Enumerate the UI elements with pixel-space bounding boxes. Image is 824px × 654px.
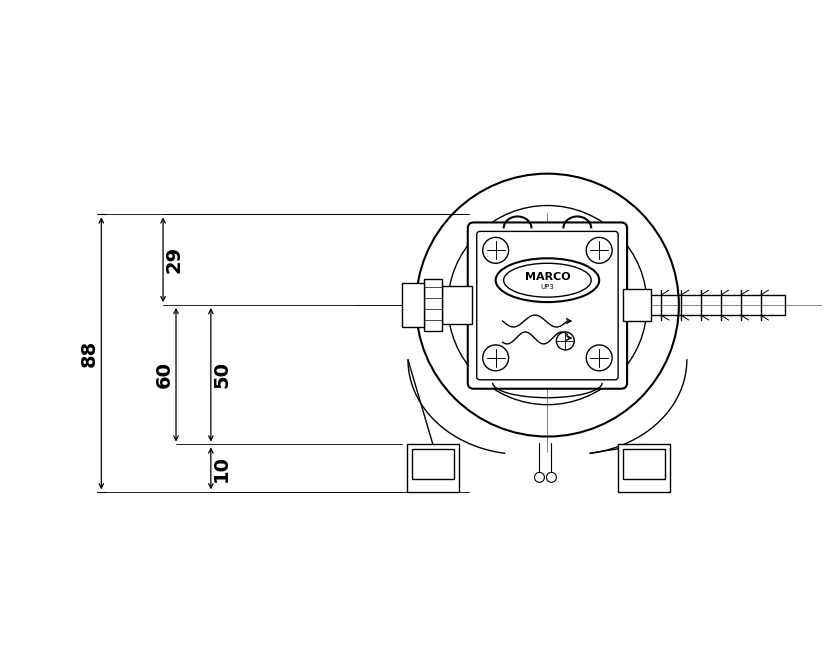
Text: 50: 50 (213, 361, 232, 388)
Bar (402, 283, 424, 327)
Bar (442, 286, 472, 324)
Text: 60: 60 (155, 361, 174, 388)
Ellipse shape (496, 258, 599, 302)
Bar (424, 279, 442, 331)
Text: 10: 10 (213, 455, 232, 482)
Text: 29: 29 (165, 246, 184, 273)
Bar (618, 445, 670, 492)
FancyBboxPatch shape (468, 222, 627, 388)
Bar (407, 445, 459, 492)
Text: 88: 88 (80, 339, 99, 366)
Bar (623, 289, 651, 321)
Text: MARCO: MARCO (525, 272, 570, 283)
Ellipse shape (503, 264, 592, 297)
Text: UP3: UP3 (541, 284, 555, 290)
FancyBboxPatch shape (477, 232, 618, 380)
Bar (412, 449, 454, 479)
Bar (623, 449, 665, 479)
